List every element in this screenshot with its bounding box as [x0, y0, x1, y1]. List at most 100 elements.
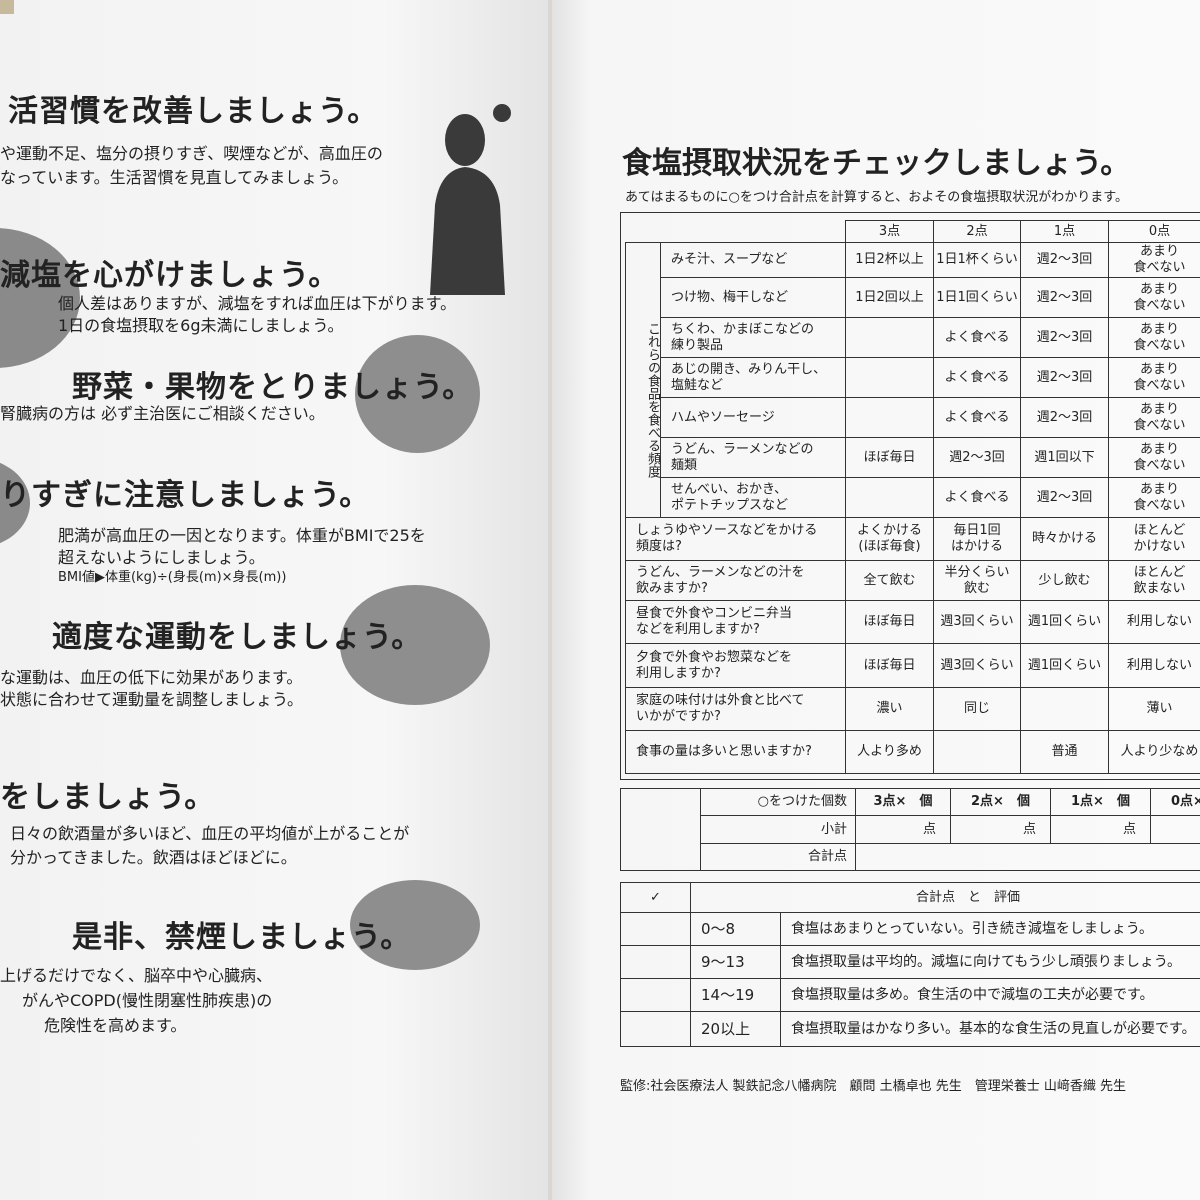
eval-range: 9～13 — [690, 945, 781, 979]
cell-text: うどん、ラーメンなどの汁を — [636, 564, 805, 580]
score-label: 合計点 — [700, 843, 856, 871]
score-cell: ほぼ毎日 — [845, 643, 934, 688]
score-cell: 週1回以下 — [1020, 437, 1109, 478]
cell-text: よく食べる — [944, 369, 1010, 385]
score-cell: 週2～3回 — [1020, 242, 1109, 278]
score-cell: 週2～3回 — [1020, 317, 1109, 358]
section-text: 状態に合わせて運動量を調整しましょう。 — [0, 690, 304, 709]
eval-check — [620, 978, 691, 1012]
row-item: 家庭の味付けは外食と比べて いかがですか? — [625, 687, 846, 731]
cell-text: ほぼ毎日 — [863, 657, 916, 673]
cell-text: 練り製品 — [671, 337, 724, 353]
eval-header: 合計点 と 評価 — [690, 882, 1200, 913]
score-cell: 週2～3回 — [933, 437, 1021, 478]
section-heading: 活習慣を改善しましょう。 — [8, 94, 379, 129]
row-item: ハムやソーセージ — [660, 397, 846, 438]
section-text: な運動は、血圧の低下に効果があります。 — [0, 668, 303, 687]
cell-text: ほとんど — [1133, 564, 1186, 580]
cell-text: 人より多め — [857, 744, 922, 759]
cell-text: 飲みますか? — [636, 580, 708, 596]
corner — [0, 0, 14, 14]
cell-text: 食べない — [1133, 260, 1186, 275]
cell-text: 食事の量は多いと思いますか? — [636, 744, 812, 759]
section-heading: 野菜・果物をとりましょう。 — [72, 370, 474, 405]
eval-text: 食塩摂取量は多め。食生活の中で減塩の工夫が必要です。 — [780, 978, 1200, 1012]
cell-text: ほとんど — [1133, 523, 1186, 538]
cell-text: 人より少なめ — [1120, 744, 1199, 759]
cell-text: 食べない — [1133, 417, 1186, 433]
cell-text: 週3回くらい — [940, 614, 1014, 629]
section-text: 個人差はありますが、減塩をすれば血圧は下がります。 — [58, 294, 457, 313]
score-label: ○をつけた個数 — [700, 788, 856, 816]
section-text: 肥満が高血圧の一因となります。体重がBMIで25を — [58, 526, 426, 545]
row-item: 夕食で外食やお惣菜などを 利用しますか? — [625, 643, 846, 688]
score-cell: あまり 食べない — [1108, 437, 1200, 478]
cell-text: せんべい、おかき、 — [671, 481, 788, 497]
section-heading: 是非、禁煙しましょう。 — [72, 920, 412, 955]
cell-text: あじの開き、みりん干し、 — [671, 361, 827, 377]
score-cell: 週2～3回 — [1020, 277, 1109, 318]
cell-text: 塩鮭など — [671, 377, 724, 393]
cell-text: はかける — [950, 539, 1003, 554]
score-cell: 週1回くらい — [1020, 600, 1109, 644]
eval-text: 食塩摂取量はかなり多い。基本的な食生活の見直しが必要です。 — [780, 1011, 1200, 1047]
cell-text: しょうゆやソースなどをかける — [636, 523, 818, 538]
cell-text: 食べない — [1133, 457, 1186, 473]
section-heading: 適度な運動をしましょう。 — [52, 620, 423, 655]
cell-text: 1日1回くらい — [936, 289, 1018, 305]
score-cell: あまり 食べない — [1108, 277, 1200, 318]
section-text: 腎臓病の方は 必ず主治医にご相談ください。 — [0, 404, 325, 423]
score-cell: 3点× 個 — [855, 788, 951, 816]
eval-check — [620, 945, 691, 979]
group-label: これらの食品を食べる頻度 — [625, 242, 661, 518]
row-item: つけ物、梅干しなど — [660, 277, 846, 318]
cell-text: いかがですか? — [636, 709, 721, 724]
page-title: 食塩摂取状況をチェックしましょう。 — [622, 146, 1131, 181]
score-cell: あまり 食べない — [1108, 317, 1200, 358]
score-cell: あまり 食べない — [1108, 242, 1200, 278]
cell-text: 飲まない — [1133, 580, 1186, 596]
score-label: 小計 — [700, 815, 856, 844]
cell-text: 少し飲む — [1038, 572, 1091, 588]
score-cell — [845, 317, 934, 358]
cell-text: 同じ — [963, 701, 990, 716]
score-cell: 点 — [1050, 815, 1151, 844]
eval-check — [620, 912, 691, 946]
score-cell: 毎日1回 はかける — [933, 517, 1021, 561]
silhouette — [430, 104, 511, 295]
row-item: あじの開き、みりん干し、 塩鮭など — [660, 357, 846, 398]
score-cell: 1日2回以上 — [845, 277, 934, 318]
cell-text: 週1回以下 — [1034, 449, 1095, 465]
cell-text: 利用しますか? — [636, 665, 721, 681]
score-cell: よく食べる — [933, 317, 1021, 358]
score-cell: よく食べる — [933, 397, 1021, 438]
cell-text: 麺類 — [671, 457, 698, 473]
score-cell: よく食べる — [933, 357, 1021, 398]
score-cell: 普通 — [1020, 730, 1109, 774]
cell-text: ちくわ、かまぼこなどの — [671, 321, 815, 337]
cell-text: 週2～3回 — [1036, 252, 1093, 267]
cell-text: 家庭の味付けは外食と比べて — [636, 693, 805, 708]
section-text: や運動不足、塩分の摂りすぎ、喫煙などが、高血圧の — [0, 144, 383, 163]
cell-text: などを利用しますか? — [636, 622, 760, 637]
section-text: 分かってきました。飲酒はほどほどに。 — [10, 848, 297, 867]
score-cell: 全て飲む — [845, 560, 934, 601]
cell-text: 昼食で外食やコンビニ弁当 — [636, 606, 793, 621]
row-item: うどん、ラーメンなどの汁を 飲みますか? — [625, 560, 846, 601]
cell-text: 週3回くらい — [940, 657, 1014, 673]
cell-text: あまり — [1139, 401, 1179, 417]
eval-range: 20以上 — [690, 1011, 781, 1047]
cell-text: かけない — [1133, 539, 1186, 554]
cell-text: 週1回くらい — [1027, 657, 1102, 673]
cell-text: よく食べる — [944, 409, 1010, 425]
cell-text: 飲む — [963, 580, 990, 596]
eval-check — [620, 1011, 691, 1047]
cell-text: 週2～3回 — [1036, 289, 1093, 305]
score-cell: ほぼ毎日 — [845, 600, 934, 644]
section-text: 超えないようにしましょう。 — [58, 548, 265, 567]
table-frame — [620, 212, 1200, 780]
section-text: 危険性を高めます。 — [44, 1016, 187, 1035]
score-cell: 週1回くらい — [1020, 643, 1109, 688]
score-blank — [620, 788, 701, 871]
cell-text: うどん、ラーメンなどの — [671, 441, 814, 457]
